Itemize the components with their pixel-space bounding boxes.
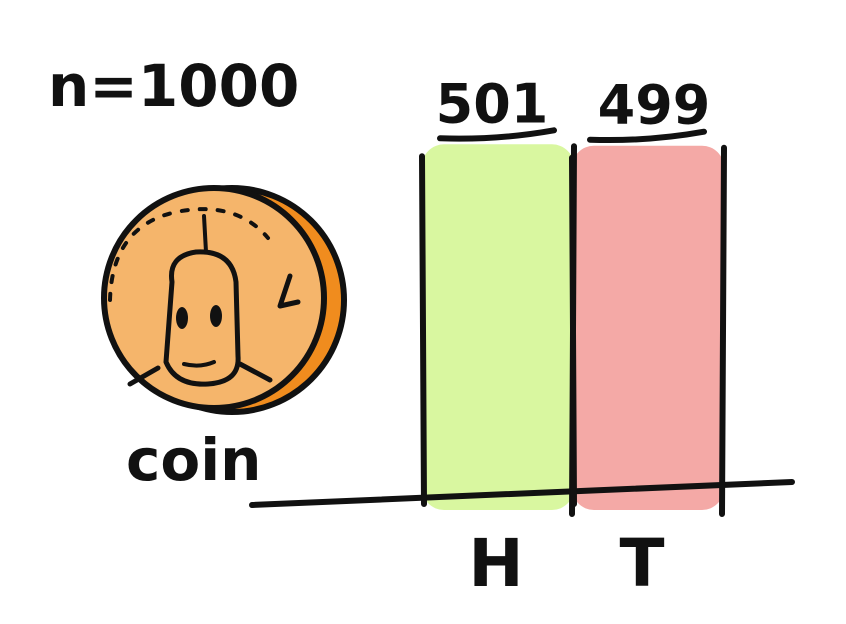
category-label-h: H	[468, 525, 523, 602]
bar-t	[572, 145, 724, 510]
coin-label: coin	[126, 426, 261, 494]
sample-size-label: n=1000	[48, 52, 299, 120]
bar-chart: 501 H 499 T	[249, 72, 795, 602]
data-label-h: 501	[436, 72, 549, 135]
data-label-t: 499	[598, 74, 711, 137]
coin-portrait	[108, 207, 301, 387]
category-label-t: T	[619, 525, 664, 602]
bar-h	[422, 144, 574, 511]
coin-icon	[101, 185, 347, 415]
x-axis	[249, 479, 795, 508]
coin-face	[101, 185, 327, 411]
bar-outline-t	[569, 128, 727, 517]
